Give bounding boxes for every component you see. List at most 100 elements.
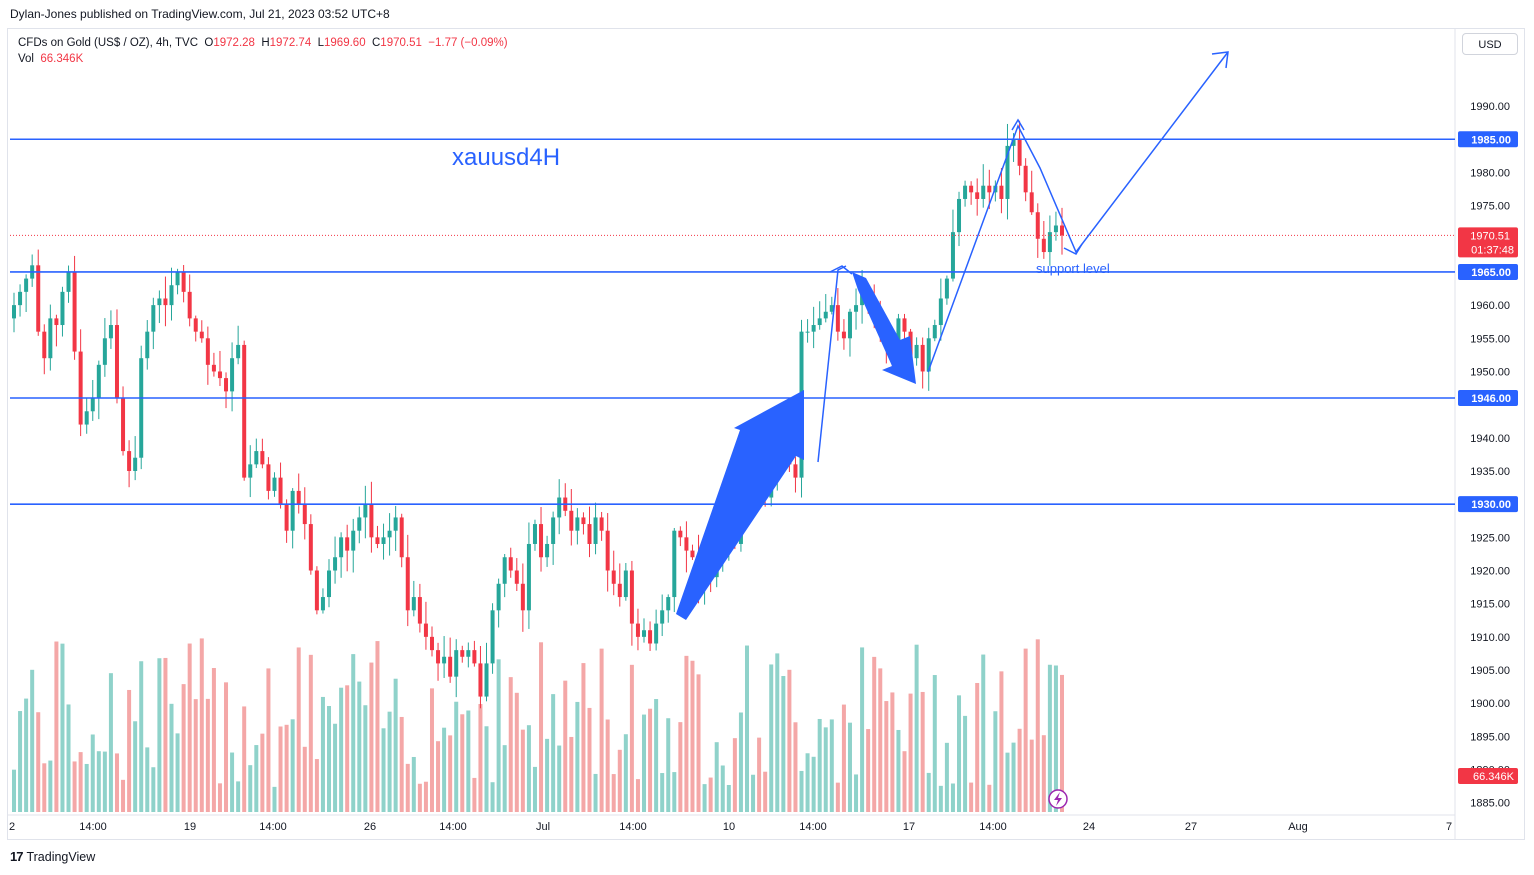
volume-bar (557, 745, 562, 812)
candle-body (805, 331, 810, 333)
candle-body (78, 351, 83, 425)
volume-bar (308, 654, 313, 812)
y-tick-label: 1980.00 (1470, 167, 1510, 179)
candle-body (841, 331, 846, 339)
candle-body (490, 610, 495, 664)
volume-bar (823, 727, 828, 812)
volume-bars (12, 638, 1064, 812)
volume-bar (545, 738, 550, 812)
chart-frame (7, 28, 1525, 840)
candle-body (1035, 212, 1040, 239)
candle-body (502, 557, 507, 584)
volume-bar (387, 711, 392, 812)
volume-bar (1029, 739, 1034, 812)
candle-body (169, 285, 174, 306)
candle-body (1017, 139, 1022, 166)
low-label: L (317, 37, 325, 49)
candle-body (654, 623, 659, 644)
currency-button[interactable]: USD (1462, 33, 1518, 55)
volume-bar (575, 701, 580, 812)
volume-bar (96, 751, 101, 812)
candle-body (575, 517, 580, 531)
y-tick-label: 1925.00 (1470, 532, 1510, 544)
volume-bar (363, 705, 368, 812)
candle-body (617, 583, 622, 598)
candle-body (151, 305, 156, 332)
volume-bar (1011, 742, 1016, 812)
volume-bar (569, 736, 574, 812)
volume-bar (121, 779, 126, 812)
x-tick-label: 14:00 (979, 821, 1007, 833)
x-tick-label: 14:00 (259, 821, 287, 833)
x-tick-label: 7 (1446, 821, 1452, 833)
symbol-name[interactable]: CFDs on Gold (US$ / OZ), 4h, TVC (18, 37, 199, 49)
high-label: H (261, 37, 270, 49)
candle-body (1060, 225, 1064, 236)
volume-bar (514, 692, 519, 812)
volume-bar (987, 784, 992, 812)
candle-body (539, 524, 544, 558)
x-tick-label: 2 (9, 821, 15, 833)
candle-body (127, 451, 132, 471)
level-price-label: 1930.00 (1471, 499, 1511, 511)
candle-body (278, 477, 283, 505)
candle-body (48, 318, 53, 359)
volume-bar (708, 777, 713, 812)
candle-body (690, 550, 695, 558)
candle-body (520, 583, 525, 611)
open-value: 1972.28 (213, 37, 255, 49)
candle-body (36, 265, 41, 332)
tradingview-footer[interactable]: 17 TradingView (10, 849, 95, 864)
candle-body (369, 504, 374, 538)
volume-label[interactable]: Vol (18, 53, 34, 65)
volume-bar (896, 729, 901, 812)
candle-body (442, 656, 447, 664)
candle-body (90, 398, 95, 412)
candle-body (635, 623, 640, 637)
candle-body (290, 490, 295, 531)
volume-bar (666, 718, 671, 812)
candle-body (339, 537, 344, 558)
volume-bar (466, 710, 471, 812)
x-tick-label: 19 (184, 821, 196, 833)
volume-bar (163, 657, 168, 812)
candle-body (181, 271, 186, 292)
lightning-glyph (1054, 792, 1062, 806)
volume-bar (1005, 752, 1010, 812)
candle-body (1029, 192, 1034, 213)
volume-bar (448, 735, 453, 812)
candle-body (296, 490, 301, 505)
volume-bar (551, 694, 556, 812)
volume-bar (617, 749, 622, 812)
volume-bar (508, 677, 513, 812)
candle-body (460, 650, 465, 657)
level-price-tag (1458, 496, 1518, 513)
publisher-caption: Dylan-Jones published on TradingView.com… (10, 7, 390, 21)
candle-body (963, 185, 968, 199)
volume-bar (60, 643, 65, 812)
volume-bar (236, 781, 241, 812)
y-tick-label: 1955.00 (1470, 333, 1510, 345)
level-price-tag (1458, 131, 1518, 148)
volume-bar (187, 643, 192, 812)
volume-bar (799, 770, 804, 812)
candle-body (284, 504, 289, 531)
volume-bar (696, 674, 701, 812)
candle-body (454, 650, 459, 677)
x-tick-label: 14:00 (439, 821, 467, 833)
candle-body (193, 318, 198, 332)
candle-body (957, 198, 962, 233)
candle-body (987, 185, 992, 193)
volume-bar (114, 753, 119, 812)
volume-bar (860, 647, 865, 812)
candle-body (508, 557, 513, 571)
projection-path (927, 51, 1229, 373)
volume-bar (684, 655, 689, 812)
candle-body (84, 411, 89, 425)
volume-bar (787, 669, 792, 812)
volume-bar (1041, 735, 1046, 812)
volume-bar (133, 721, 138, 812)
volume-bar (84, 763, 89, 812)
candle-body (42, 331, 47, 359)
